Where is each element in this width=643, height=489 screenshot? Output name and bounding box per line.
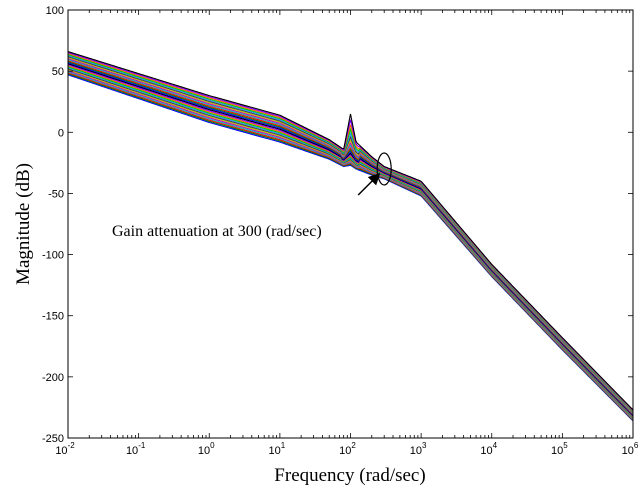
x-tick-label: 102: [339, 441, 356, 457]
y-tick-label: -100: [42, 250, 64, 262]
series-line: [67, 51, 634, 411]
series-group: [67, 51, 634, 422]
annotation-ellipse: [376, 152, 392, 186]
series-line: [67, 66, 634, 418]
y-tick-labels: 100 50 0 -50 -100 -150 -200 -250: [42, 5, 64, 445]
series-line: [67, 70, 634, 420]
annotation-group: Gain attenuation at 300 (rad/sec): [112, 152, 392, 240]
y-tick-label: -200: [42, 372, 64, 384]
x-tick-label: 101: [269, 441, 286, 457]
y-tick-label: -50: [48, 188, 64, 200]
tick-group: [67, 9, 633, 439]
x-tick-label: 105: [551, 441, 568, 457]
x-tick-label: 10-1: [126, 441, 146, 457]
x-tick-label: 100: [198, 441, 215, 457]
x-axis-title: Frequency (rad/sec): [274, 465, 425, 486]
series-line: [67, 65, 634, 417]
x-tick-label: 104: [480, 441, 497, 457]
y-tick-label: 0: [58, 127, 64, 139]
y-tick-label: -150: [42, 311, 64, 323]
x-tick-labels: 10-2 10-1 100 101 102 103 104 105 106: [55, 441, 639, 457]
x-tick-label: 103: [410, 441, 427, 457]
series-line: [67, 64, 634, 417]
x-tick-label: 106: [622, 441, 639, 457]
y-tick-label: -250: [42, 433, 64, 445]
series-line: [67, 71, 634, 420]
x-tick-label: 10-2: [55, 441, 75, 457]
annotation-text: Gain attenuation at 300 (rad/sec): [112, 223, 322, 240]
y-tick-label: 100: [46, 5, 64, 17]
y-tick-label: 50: [52, 66, 64, 78]
y-axis-title: Magnitude (dB): [13, 163, 34, 285]
annotation-arrow: [357, 172, 381, 196]
